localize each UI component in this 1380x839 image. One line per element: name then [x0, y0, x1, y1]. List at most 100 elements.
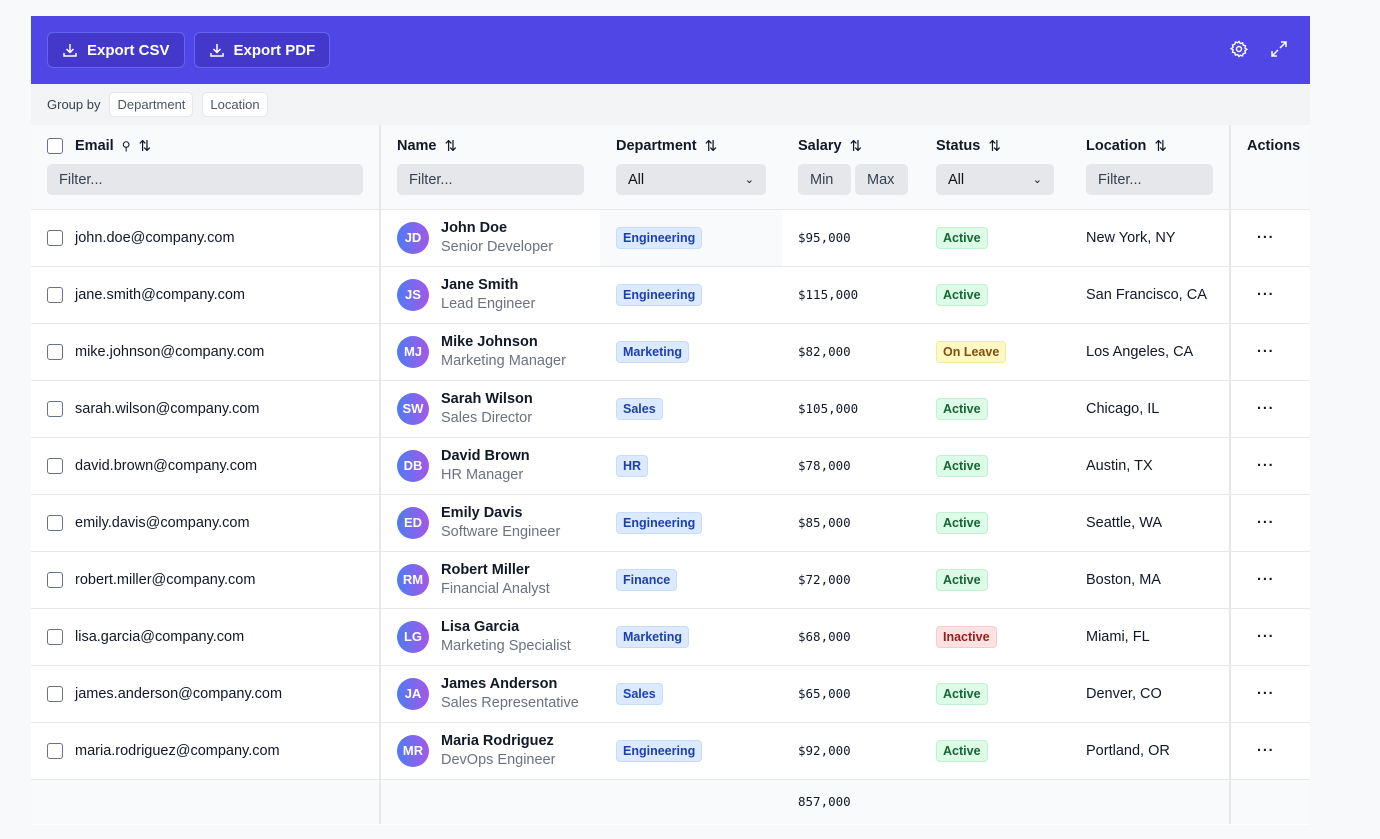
location-cell: San Francisco, CA — [1070, 266, 1230, 324]
status-badge: Active — [936, 568, 988, 591]
salary-max-input[interactable] — [855, 164, 908, 195]
salary-cell: $105,000 — [782, 380, 920, 438]
employee-title: Marketing Specialist — [441, 638, 571, 654]
export-csv-button[interactable]: Export CSV — [47, 32, 185, 68]
more-horizontal-icon[interactable]: ··· — [1257, 571, 1275, 588]
table-row[interactable]: david.brown@company.com DB David Brown HR … — [31, 437, 1310, 495]
avatar: JD — [397, 221, 429, 254]
status-filter-select[interactable]: All ⌄ — [936, 164, 1054, 195]
actions-cell: ··· — [1229, 608, 1310, 666]
sort-icon[interactable]: ⇅ — [704, 138, 718, 155]
name-filter-input[interactable] — [397, 164, 584, 195]
sort-icon[interactable]: ⇅ — [988, 138, 1001, 155]
location-header-label: Location — [1086, 138, 1147, 154]
department-badge: Marketing — [616, 340, 690, 363]
table-row[interactable]: john.doe@company.com JD John Doe Senior De… — [31, 209, 1310, 267]
gear-icon[interactable] — [1230, 40, 1248, 58]
salary-min-input[interactable] — [798, 164, 851, 195]
email-cell: robert.miller@company.com — [31, 551, 381, 609]
more-horizontal-icon[interactable]: ··· — [1257, 229, 1275, 246]
row-checkbox[interactable] — [47, 400, 63, 417]
table-row[interactable]: emily.davis@company.com ED Emily Davis Sof… — [31, 494, 1310, 552]
row-checkbox[interactable] — [47, 514, 63, 531]
name-cell: DB David Brown HR Manager — [380, 437, 600, 495]
status-cell: Active — [920, 722, 1070, 780]
group-by-label: Group by — [47, 97, 101, 112]
employee-name: Emily Davis — [441, 505, 523, 521]
sort-icon[interactable]: ⇅ — [444, 138, 458, 155]
actions-cell: ··· — [1229, 437, 1310, 495]
toolbar: Export CSV Export PDF — [31, 16, 1310, 84]
row-checkbox[interactable] — [47, 571, 63, 588]
email-cell: mike.johnson@company.com — [31, 323, 381, 381]
more-horizontal-icon[interactable]: ··· — [1257, 742, 1275, 759]
more-horizontal-icon[interactable]: ··· — [1257, 343, 1275, 360]
salary-header-label: Salary — [798, 138, 842, 154]
employee-table: Email ⚲ ⇅ Name ⇅ Department ⇅ All ⌄ Salary ⇅ S… — [31, 125, 1310, 824]
department-header-label: Department — [616, 138, 697, 154]
table-row[interactable]: james.anderson@company.com JA James Ander… — [31, 665, 1310, 723]
status-cell: Active — [920, 380, 1070, 438]
department-cell: Finance — [600, 551, 782, 609]
sort-icon[interactable]: ⇅ — [849, 138, 863, 155]
row-checkbox[interactable] — [47, 628, 63, 645]
email-cell: lisa.garcia@company.com — [31, 608, 381, 666]
row-checkbox[interactable] — [47, 742, 63, 759]
more-horizontal-icon[interactable]: ··· — [1257, 286, 1275, 303]
location-filter-input[interactable] — [1086, 164, 1213, 195]
name-cell: MR Maria Rodriguez DevOps Engineer — [380, 722, 600, 780]
employee-title: HR Manager — [441, 467, 524, 483]
employee-title: Senior Developer — [441, 239, 554, 255]
name-cell: JD John Doe Senior Developer — [380, 209, 600, 267]
salary-cell: $95,000 — [782, 209, 920, 267]
status-cell: Active — [920, 437, 1070, 495]
name-cell: SW Sarah Wilson Sales Director — [380, 380, 600, 438]
row-checkbox[interactable] — [47, 457, 63, 474]
sort-icon[interactable]: ⇅ — [138, 138, 152, 155]
table-row[interactable]: lisa.garcia@company.com LG Lisa Garcia Mar… — [31, 608, 1310, 666]
salary-cell: $68,000 — [782, 608, 920, 666]
expand-icon[interactable] — [1270, 40, 1288, 58]
salary-total: 857,000 — [782, 779, 920, 824]
status-badge: Active — [936, 283, 988, 306]
status-cell: Active — [920, 551, 1070, 609]
status-cell: Active — [920, 266, 1070, 324]
row-checkbox[interactable] — [47, 286, 63, 303]
department-cell: Engineering — [600, 494, 782, 552]
more-horizontal-icon[interactable]: ··· — [1257, 628, 1275, 645]
status-header-label: Status — [936, 138, 981, 154]
more-horizontal-icon[interactable]: ··· — [1257, 457, 1275, 474]
table-row[interactable]: robert.miller@company.com RM Robert Mille… — [31, 551, 1310, 609]
name-cell: JA James Anderson Sales Representative — [380, 665, 600, 723]
sort-icon[interactable]: ⇅ — [1154, 138, 1167, 155]
table-row[interactable]: mike.johnson@company.com MJ Mike Johnson M… — [31, 323, 1310, 381]
email-filter-input[interactable] — [47, 164, 363, 195]
group-by-bar: Group by Department Location — [31, 84, 1310, 125]
more-horizontal-icon[interactable]: ··· — [1257, 400, 1275, 417]
actions-cell: ··· — [1229, 209, 1310, 267]
email-header-label: Email — [75, 138, 114, 154]
department-filter-value: All — [628, 171, 645, 188]
table-row[interactable]: jane.smith@company.com JS Jane Smith Lead … — [31, 266, 1310, 324]
more-horizontal-icon[interactable]: ··· — [1257, 685, 1275, 702]
select-all-checkbox[interactable] — [47, 138, 63, 154]
more-horizontal-icon[interactable]: ··· — [1257, 514, 1275, 531]
header-department: Department ⇅ All ⌄ — [600, 125, 782, 210]
employee-title: Software Engineer — [441, 524, 561, 540]
email-text: robert.miller@company.com — [75, 571, 256, 588]
location-cell: Chicago, IL — [1070, 380, 1230, 438]
group-by-department[interactable]: Department — [109, 92, 194, 117]
export-pdf-button[interactable]: Export PDF — [193, 32, 331, 68]
employee-title: Sales Representative — [441, 695, 579, 711]
row-checkbox[interactable] — [47, 229, 63, 246]
table-row[interactable]: sarah.wilson@company.com SW Sarah Wilson S… — [31, 380, 1310, 438]
table-row[interactable]: maria.rodriguez@company.com MR Maria Rodr… — [31, 722, 1310, 780]
pin-icon[interactable]: ⚲ — [121, 139, 131, 153]
salary-cell: $115,000 — [782, 266, 920, 324]
group-by-location[interactable]: Location — [202, 92, 268, 117]
department-filter-select[interactable]: All ⌄ — [616, 164, 766, 195]
actions-cell: ··· — [1229, 494, 1310, 552]
row-checkbox[interactable] — [47, 685, 63, 702]
row-checkbox[interactable] — [47, 343, 63, 360]
email-cell: jane.smith@company.com — [31, 266, 381, 324]
